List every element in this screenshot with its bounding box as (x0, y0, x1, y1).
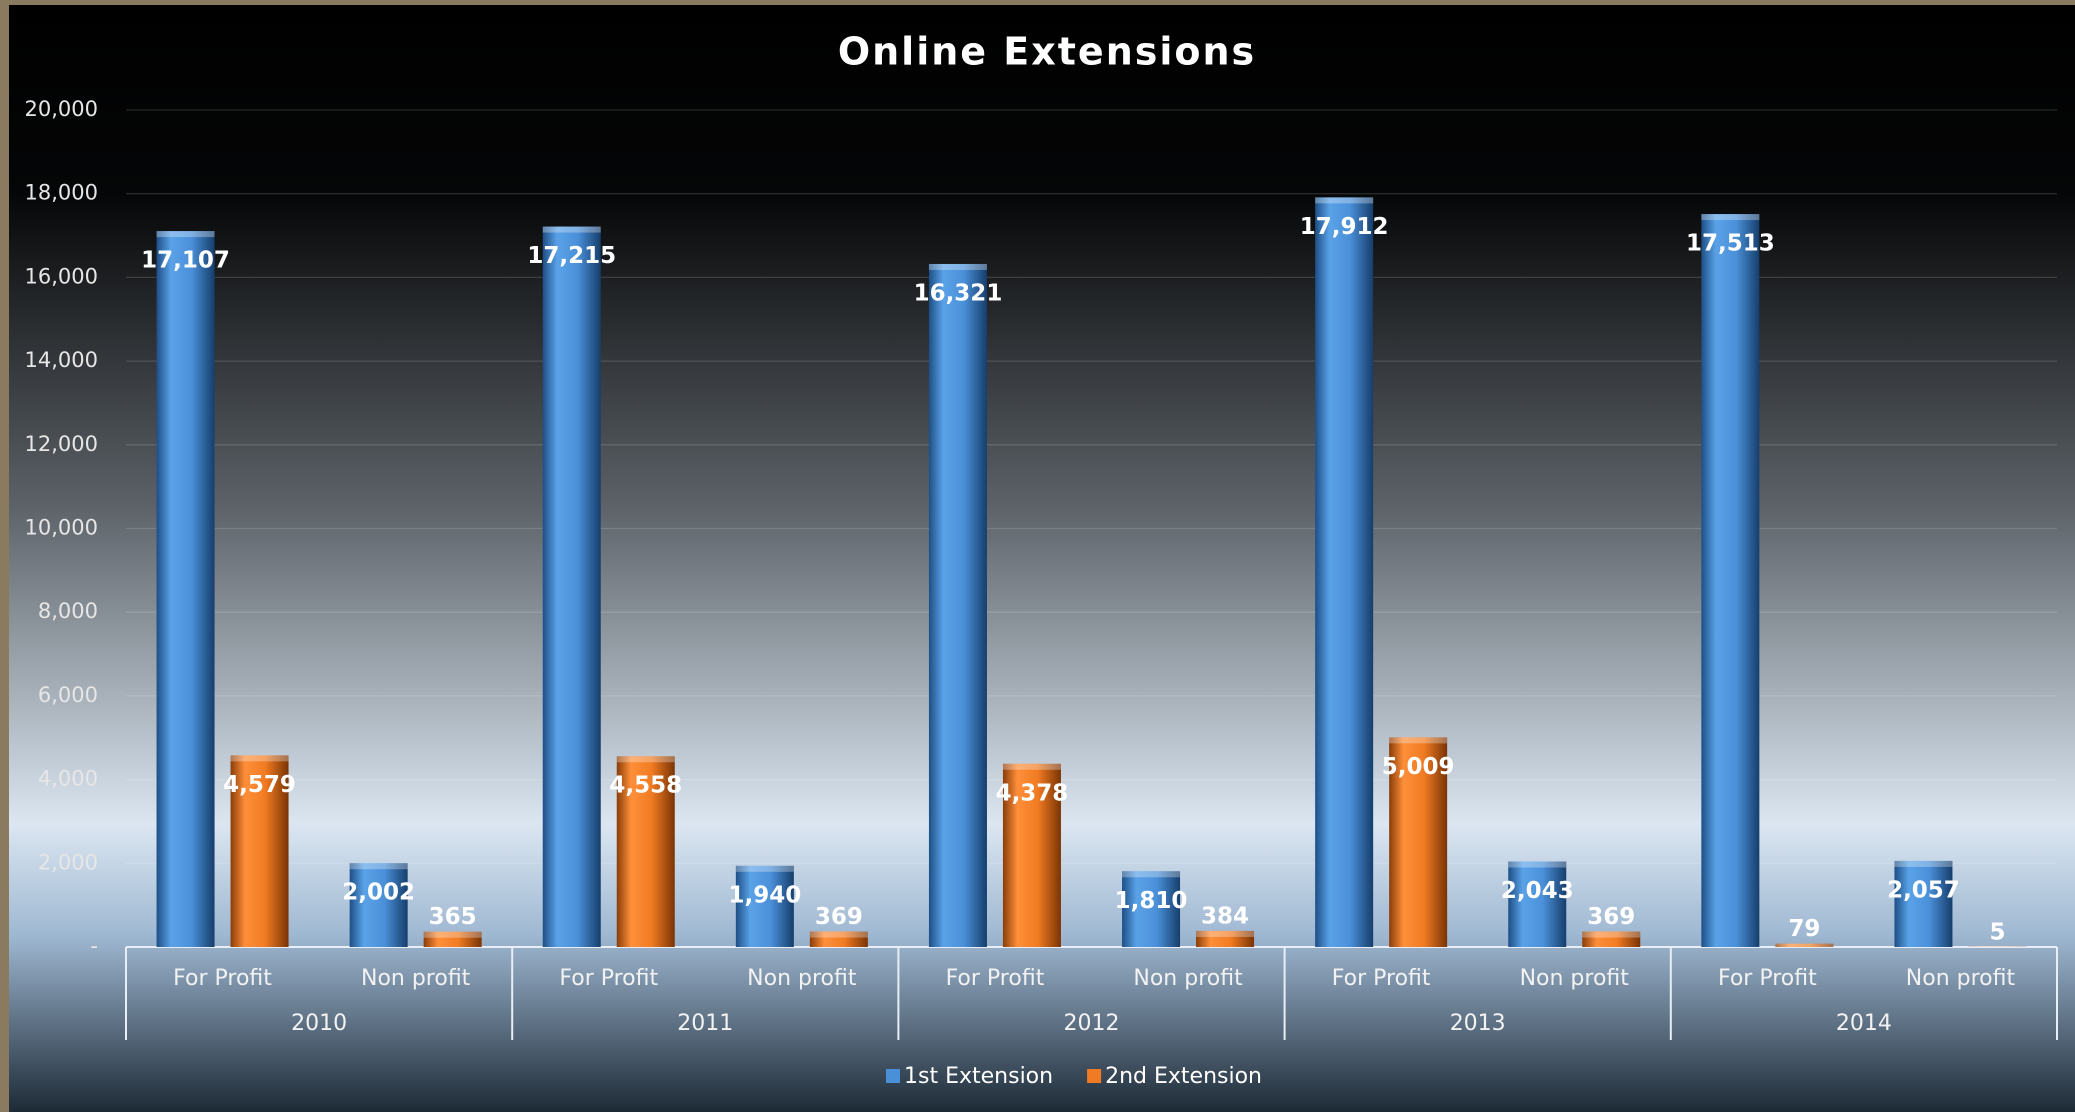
bar (1508, 861, 1567, 947)
group-label: 2014 (1836, 1011, 1892, 1036)
x-tick-label: Non profit (1133, 966, 1243, 991)
group-label: 2010 (291, 1011, 347, 1036)
bar (616, 756, 675, 947)
legend-label: 2nd Extension (1105, 1064, 1262, 1089)
bar-cap (230, 755, 289, 762)
bar-cap (1122, 871, 1181, 878)
x-tick-label: Non profit (361, 966, 471, 991)
bar (156, 231, 215, 948)
value-label: 2,043 (1501, 878, 1574, 904)
bar (1894, 860, 1953, 947)
bar-cap (616, 756, 675, 763)
y-tick-label: - (90, 934, 98, 958)
value-label: 4,579 (223, 772, 296, 798)
y-tick-label: 6,000 (38, 683, 98, 707)
value-label: 17,215 (527, 243, 616, 269)
value-label: 5,009 (1382, 754, 1455, 780)
x-tick-label: For Profit (1718, 966, 1817, 991)
bar-cap (928, 263, 987, 270)
group-label: 2013 (1450, 1011, 1506, 1036)
legend-swatch (886, 1069, 900, 1083)
value-label: 384 (1201, 903, 1249, 929)
x-tick-label: Non profit (1906, 966, 2016, 991)
x-tick-label: Non profit (1520, 966, 1630, 991)
y-tick-label: 16,000 (25, 264, 98, 288)
x-tick-label: Non profit (747, 966, 857, 991)
bar-cap (1775, 943, 1834, 947)
bar (1002, 763, 1061, 947)
bar (1389, 737, 1448, 947)
x-tick-label: For Profit (173, 966, 272, 991)
x-tick-label: For Profit (1332, 966, 1431, 991)
bar-cap (156, 231, 215, 238)
bar-cap (1389, 737, 1448, 744)
y-tick-label: 2,000 (38, 850, 98, 874)
bar (1775, 943, 1834, 947)
value-label: 365 (429, 904, 477, 930)
y-tick-label: 20,000 (25, 97, 98, 121)
bar (1122, 871, 1181, 947)
value-label: 17,513 (1686, 231, 1775, 257)
group-label: 2011 (677, 1011, 733, 1036)
value-label: 4,378 (996, 780, 1069, 806)
bar-cap (735, 865, 794, 872)
chart-title: Online Extensions (838, 30, 1256, 74)
bar (735, 865, 794, 947)
y-tick-label: 4,000 (38, 767, 98, 791)
bar (349, 863, 408, 947)
value-label: 1,940 (728, 882, 801, 908)
bar-cap (809, 931, 868, 938)
bar (230, 755, 289, 947)
bar (809, 931, 868, 947)
y-tick-label: 10,000 (25, 516, 98, 540)
bar (423, 931, 482, 947)
bar (1582, 931, 1641, 947)
bar-cap (1582, 931, 1641, 938)
y-tick-label: 8,000 (38, 599, 98, 623)
bar-cap (1315, 197, 1374, 204)
bar-cap (1196, 930, 1255, 937)
bar-cap (1701, 214, 1760, 221)
bar-cap (1508, 861, 1567, 868)
bar-cap (542, 226, 601, 233)
legend-label: 1st Extension (904, 1064, 1053, 1089)
value-label: 5 (1989, 919, 2005, 945)
bar (542, 226, 601, 947)
bar (928, 263, 987, 947)
bar (1196, 930, 1255, 947)
value-label: 1,810 (1115, 888, 1188, 914)
bar-cap (423, 931, 482, 938)
legend-swatch (1087, 1069, 1102, 1083)
x-tick-label: For Profit (946, 966, 1045, 991)
value-label: 4,558 (609, 773, 682, 799)
value-label: 2,057 (1887, 877, 1960, 903)
y-tick-label: 14,000 (25, 348, 98, 372)
value-label: 16,321 (914, 280, 1003, 306)
value-label: 369 (815, 904, 863, 930)
bar-cap (349, 863, 408, 870)
bar (1701, 214, 1760, 948)
bar-cap (1894, 860, 1953, 867)
value-label: 79 (1788, 916, 1820, 942)
value-label: 369 (1587, 904, 1635, 930)
bar (1315, 197, 1374, 947)
group-label: 2012 (1064, 1011, 1120, 1036)
y-tick-label: 18,000 (25, 181, 98, 205)
value-label: 2,002 (342, 880, 415, 906)
x-tick-label: For Profit (559, 966, 658, 991)
y-tick-label: 12,000 (25, 432, 98, 456)
value-label: 17,107 (141, 248, 230, 274)
bar-cap (1002, 763, 1061, 770)
value-label: 17,912 (1300, 214, 1389, 240)
